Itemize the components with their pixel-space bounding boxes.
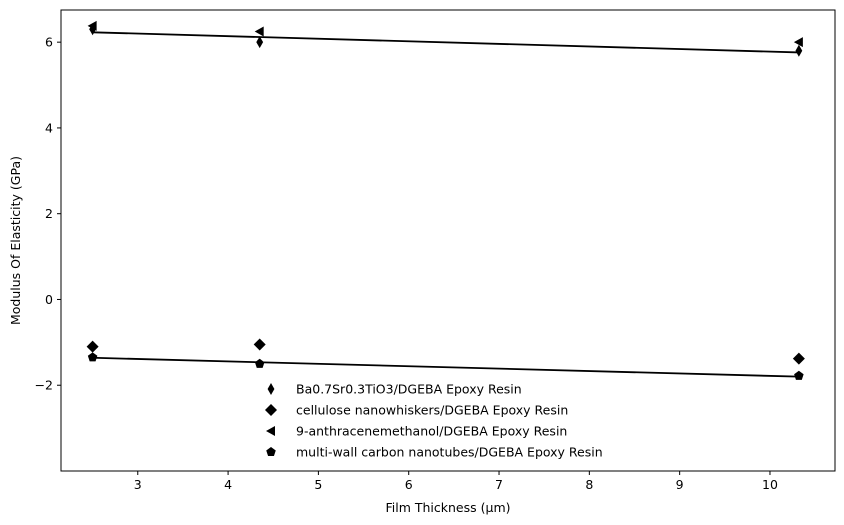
x-tick-label: 6	[405, 477, 413, 492]
x-tick-label: 5	[314, 477, 322, 492]
series-1-point-2	[256, 36, 264, 49]
x-tick-label: 3	[134, 477, 142, 492]
series-3-point-3	[793, 37, 803, 48]
x-axis-ticks: 3 4 5 6 7 8 9 10	[134, 471, 778, 492]
legend-label-2: cellulose nanowhiskers/DGEBA Epoxy Resin	[296, 403, 568, 418]
plot-area-frame	[60, 9, 836, 472]
legend-marker-2	[265, 404, 277, 416]
x-tick-label: 8	[585, 477, 593, 492]
series-1-point-1	[89, 23, 97, 36]
x-tick-label: 4	[224, 477, 232, 492]
y-tick-label: 6	[45, 35, 53, 50]
x-axis-label: Film Thickness (µm)	[385, 500, 510, 515]
series-1-point-3	[795, 44, 803, 57]
y-tick-label: 4	[45, 120, 53, 135]
legend-label-1: Ba0.7Sr0.3TiO3/DGEBA Epoxy Resin	[296, 382, 522, 397]
series-3-point-2	[254, 26, 264, 37]
legend: Ba0.7Sr0.3TiO3/DGEBA Epoxy Resin cellulos…	[265, 382, 603, 460]
series-2-point-3	[792, 352, 805, 365]
legend-marker-3	[266, 426, 275, 436]
series-2-point-2	[253, 338, 266, 351]
y-tick-label: −2	[35, 378, 53, 393]
x-tick-label: 9	[676, 477, 684, 492]
y-tick-label: 0	[45, 292, 53, 307]
fit-lines	[92, 31, 799, 378]
y-axis-ticks: −2 0 2 4 6	[35, 35, 61, 393]
legend-marker-1	[267, 383, 275, 395]
data-points	[86, 20, 805, 380]
series-2-point-1	[86, 340, 99, 353]
legend-label-4: multi-wall carbon nanotubes/DGEBA Epoxy …	[296, 445, 603, 460]
y-tick-label: 2	[45, 206, 53, 221]
series-4-point-2	[254, 358, 265, 368]
x-tick-label: 7	[495, 477, 503, 492]
series-3-point-1	[87, 20, 97, 31]
y-axis-label: Modulus Of Elasticity (GPa)	[8, 156, 23, 325]
series-4-point-3	[794, 370, 804, 380]
fit-line-2	[92, 356, 799, 378]
x-tick-label: 10	[762, 477, 778, 492]
fit-line-1	[92, 31, 799, 54]
legend-label-3: 9-anthracenemethanol/DGEBA Epoxy Resin	[296, 424, 567, 439]
legend-marker-4	[266, 447, 276, 457]
series-4-point-1	[87, 352, 98, 362]
